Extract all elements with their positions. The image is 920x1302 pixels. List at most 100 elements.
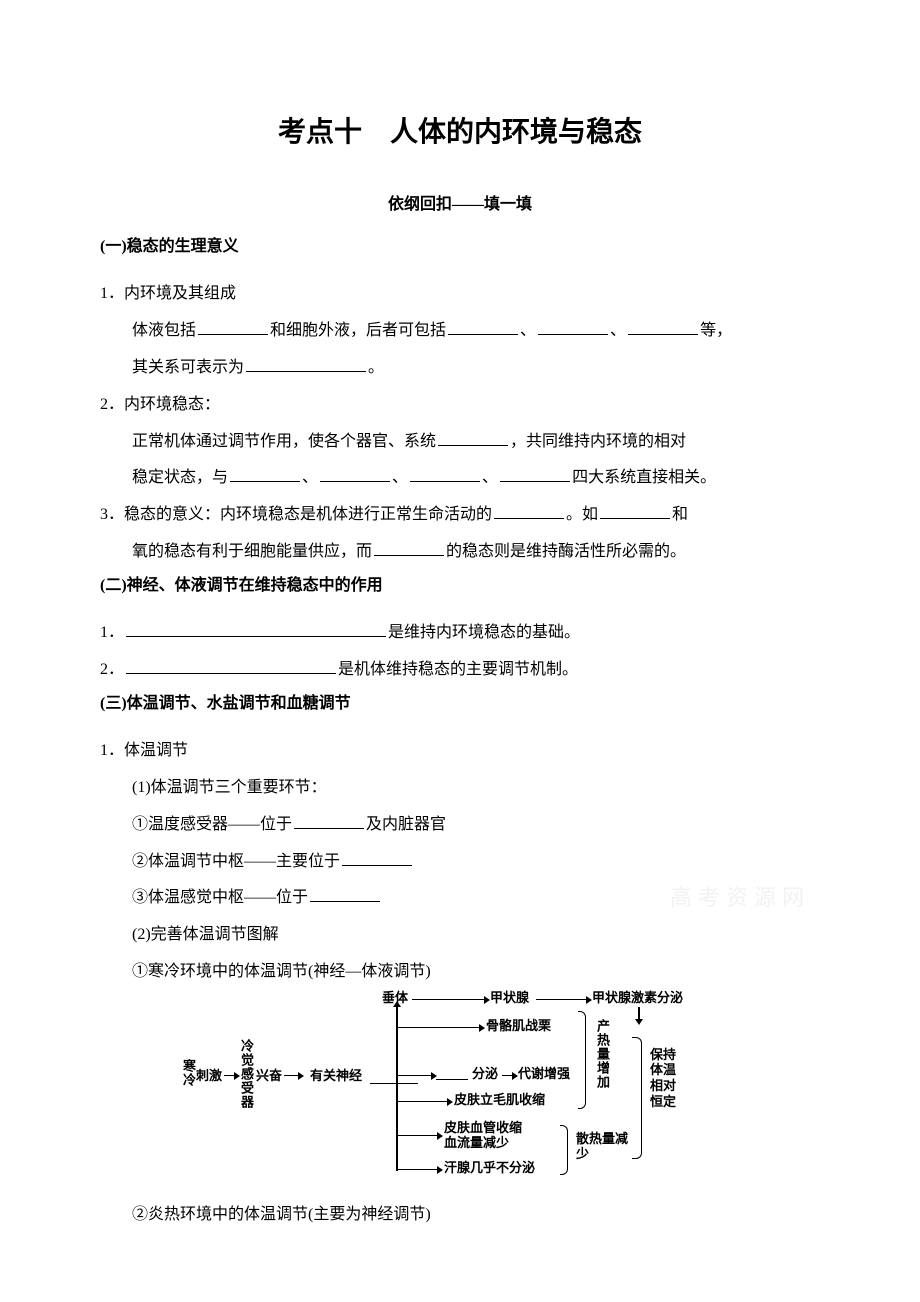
blank: [500, 464, 570, 482]
blank: [230, 464, 300, 482]
arrow: [412, 999, 484, 1001]
text: 2．: [100, 661, 124, 678]
text: 和细胞外液，后者可包括: [270, 322, 446, 339]
text: 1．: [100, 624, 124, 641]
text: 正常机体通过调节作用，使各个器官、系统: [132, 433, 436, 450]
blank: [294, 811, 364, 829]
text: 体液包括: [132, 322, 196, 339]
blank: [538, 317, 608, 335]
blank: [600, 501, 670, 519]
text: 及内脏器官: [366, 816, 446, 833]
nerve-label: 有关神经: [310, 1069, 362, 1084]
s3-p2-2: ②炎热环境中的体温调节(主要为神经调节): [100, 1197, 820, 1234]
arrow: [638, 1007, 640, 1019]
heat-inc-label: 产热量增加: [594, 1019, 609, 1089]
s1-item2-line2: 稳定状态，与 、 、 、 四大系统直接相关。: [100, 460, 820, 497]
section-3-head: (三)体温调节、水盐调节和血糖调节: [100, 689, 820, 719]
arrow: [397, 1101, 447, 1103]
cold-diagram-wrap: 寒冷 刺激 冷觉感受器 兴奋 有关神经 垂体 甲状腺 甲状腺激素分泌 骨骼肌战栗…: [100, 997, 820, 1187]
text: 。如: [566, 506, 598, 523]
s1-item1-line1: 体液包括 和细胞外液，后者可包括 、 、 等，: [100, 313, 820, 350]
s3-p2: (2)完善体温调节图解: [100, 917, 820, 954]
section-1-head: (一)稳态的生理意义: [100, 232, 820, 262]
th-hormone-label: 甲状腺激素分泌: [592, 991, 683, 1006]
arrow: [397, 1075, 431, 1077]
blank: [126, 619, 386, 637]
keep-label: 保持体温相对恒定: [650, 1047, 680, 1109]
section-2-head: (二)神经、体液调节在维持稳态中的作用: [100, 571, 820, 601]
text: 稳定状态，与: [132, 469, 228, 486]
text: 氧的稳态有利于细胞能量供应，而: [132, 543, 372, 560]
metab-label: 代谢增强: [518, 1067, 570, 1082]
blank: [310, 884, 380, 902]
s3-p1-2: ②体温调节中枢——主要位于: [100, 844, 820, 881]
s1-item1-num: 1．内环境及其组成: [100, 276, 820, 313]
text: 、: [482, 469, 498, 486]
text: 、: [302, 469, 318, 486]
blank-underline: [436, 1079, 468, 1080]
vaso-label: 皮肤血管收缩 血流量减少: [444, 1121, 522, 1151]
text: 其关系可表示为: [132, 359, 244, 376]
blank: [320, 464, 390, 482]
s2-item1: 1． 是维持内环境稳态的基础。: [100, 615, 820, 652]
text: ①温度感受器——位于: [132, 816, 292, 833]
blank-underline: [370, 1083, 418, 1084]
s3-p2-1: ①寒冷环境中的体温调节(神经—体液调节): [100, 954, 820, 991]
s3-p1-1: ①温度感受器——位于 及内脏器官: [100, 807, 820, 844]
s2-item2: 2． 是机体维持稳态的主要调节机制。: [100, 652, 820, 689]
arrow: [397, 1169, 437, 1171]
s1-item2-line1: 正常机体通过调节作用，使各个器官、系统 ，共同维持内环境的相对: [100, 424, 820, 461]
pili-label: 皮肤立毛肌收缩: [454, 1093, 545, 1108]
text: 等，: [700, 322, 732, 339]
blank: [410, 464, 480, 482]
text: 。: [368, 359, 384, 376]
brace: [632, 1037, 642, 1159]
page-title: 考点十 人体的内环境与稳态: [100, 110, 820, 150]
arrow: [284, 1075, 298, 1077]
excite-label: 兴奋: [256, 1069, 282, 1084]
secrete-label: 分泌: [472, 1067, 498, 1082]
arrow: [536, 999, 586, 1001]
blank: [126, 656, 336, 674]
text: 、: [392, 469, 408, 486]
s3-p1: (1)体温调节三个重要环节：: [100, 770, 820, 807]
heat-dec-label: 散热量减少: [576, 1131, 628, 1162]
cold-label: 寒冷: [180, 1059, 195, 1087]
s1-item1-line2: 其关系可表示为 。: [100, 350, 820, 387]
text: 是维持内环境稳态的基础。: [388, 624, 580, 641]
stim-label: 刺激: [196, 1069, 222, 1084]
cold-regulation-diagram: 寒冷 刺激 冷觉感受器 兴奋 有关神经 垂体 甲状腺 甲状腺激素分泌 骨骼肌战栗…: [180, 997, 740, 1187]
text: 四大系统直接相关。: [572, 469, 716, 486]
s3-item1: 1．体温调节: [100, 733, 820, 770]
arrow: [502, 1075, 512, 1077]
text: 和: [672, 506, 688, 523]
brace: [560, 1125, 568, 1175]
brace: [578, 1011, 586, 1109]
text: 3．稳态的意义：内环境稳态是机体进行正常生命活动的: [100, 506, 492, 523]
text: 、: [520, 322, 536, 339]
blank: [198, 317, 268, 335]
receptor-label: 冷觉感受器: [238, 1039, 253, 1109]
text: ，共同维持内环境的相对: [510, 433, 686, 450]
watermark: 高考资源网: [670, 880, 810, 912]
text: ③体温感觉中枢——位于: [132, 889, 308, 906]
s1-item2-num: 2．内环境稳态：: [100, 387, 820, 424]
trunk-v: [396, 1013, 398, 1171]
blank: [628, 317, 698, 335]
blank: [246, 354, 366, 372]
sweat-label: 汗腺几乎不分泌: [444, 1161, 535, 1176]
arrow: [396, 1007, 398, 1013]
arrow: [397, 1027, 479, 1029]
s1-item3-line2: 氧的稳态有利于细胞能量供应，而 的稳态则是维持酶活性所必需的。: [100, 534, 820, 571]
muscle-label: 骨骼肌战栗: [486, 1019, 551, 1034]
blank: [438, 428, 508, 446]
text: 的稳态则是维持酶活性所必需的。: [446, 543, 686, 560]
s1-item3-line1: 3．稳态的意义：内环境稳态是机体进行正常生命活动的 。如 和: [100, 497, 820, 534]
text: 是机体维持稳态的主要调节机制。: [338, 661, 578, 678]
text: ②体温调节中枢——主要位于: [132, 853, 340, 870]
blank: [374, 538, 444, 556]
text: 、: [610, 322, 626, 339]
arrow: [224, 1075, 234, 1077]
blank: [448, 317, 518, 335]
thyroid-label: 甲状腺: [490, 991, 529, 1006]
